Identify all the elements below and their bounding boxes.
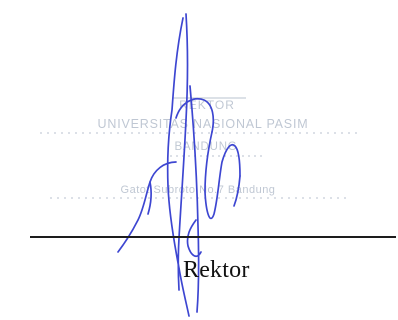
stamp-line-4: Gatot Subroto No.7 Bandung [121,184,276,196]
stamp-line-1: REKTOR [179,98,235,112]
stamp-line-2: UNIVERSITAS NASIONAL PASIM [98,117,309,131]
signatory-title: Rektor [183,257,250,283]
stamp-line-3: BANDUNG [174,141,237,153]
signature-line [30,236,396,238]
